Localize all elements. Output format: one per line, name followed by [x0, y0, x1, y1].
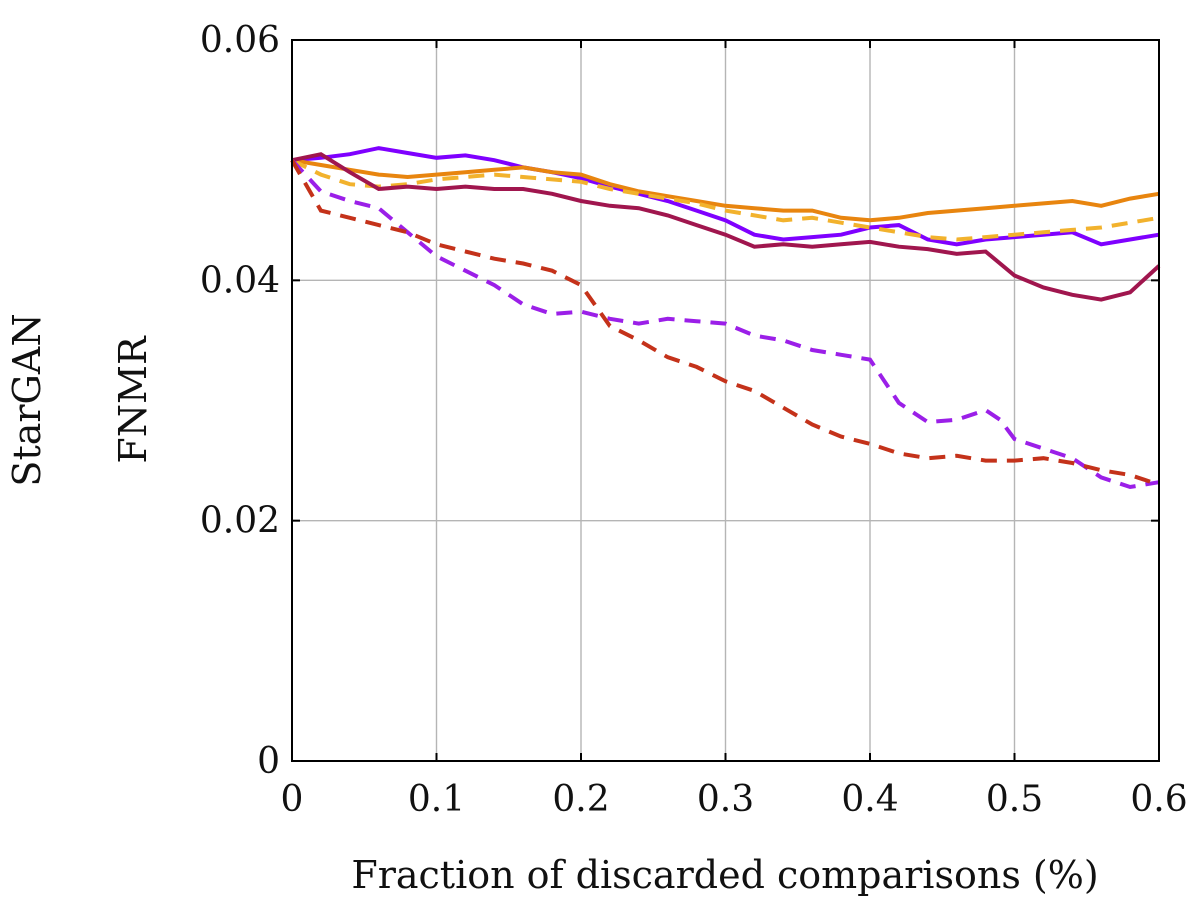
y-tick-label: 0.04 — [200, 260, 280, 301]
x-tick-labels: 0 0.1 0.2 0.3 0.4 0.5 0.6 — [281, 779, 1188, 820]
x-axis-title: Fraction of discarded comparisons (%) — [351, 853, 1098, 897]
grid-lines — [292, 40, 1159, 761]
x-tick-label: 0.6 — [1130, 779, 1187, 820]
y-tick-label: 0.02 — [200, 501, 280, 542]
x-tick-label: 0.2 — [552, 779, 609, 820]
series-line-purple-solid — [291, 146, 1160, 247]
x-tick-label: 0 — [281, 779, 304, 820]
series-line-violet-dashed — [290, 158, 1160, 490]
tick-marks — [291, 39, 1160, 762]
series-line-yellow-dashed — [291, 158, 1160, 242]
y-tick-label: 0.06 — [200, 20, 280, 61]
x-tick-label: 0.3 — [697, 779, 754, 820]
x-tick-label: 0.5 — [986, 779, 1043, 820]
series-line-orange-solid — [291, 158, 1160, 223]
y-tick-label: 0 — [257, 741, 280, 782]
series-line-maroon-solid — [291, 152, 1161, 302]
x-tick-label: 0.1 — [408, 779, 465, 820]
series-line-red-dashed — [290, 159, 1160, 487]
row-label: StarGAN — [5, 313, 49, 486]
series-layer — [290, 146, 1161, 490]
x-tick-label: 0.4 — [841, 779, 898, 820]
y-tick-labels: 0 0.02 0.04 0.06 — [200, 20, 280, 782]
y-axis-title: FNMR — [111, 335, 155, 464]
